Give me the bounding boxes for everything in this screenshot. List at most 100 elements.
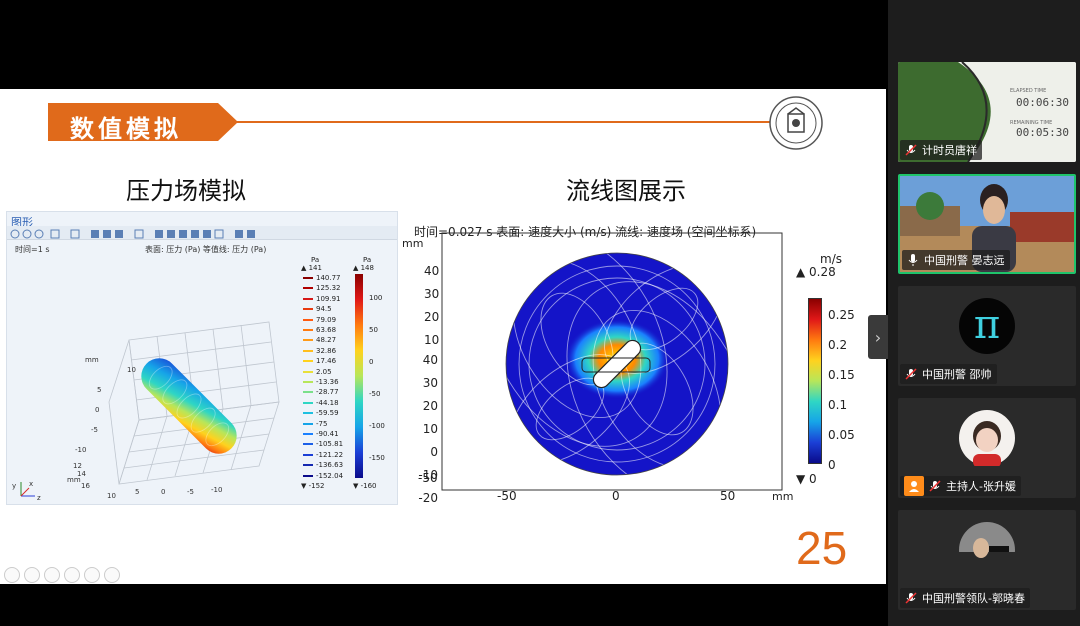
surface-min: ▼ -160 (353, 482, 377, 490)
participant-name-tag: 中国刑警 邵帅 (900, 364, 997, 384)
prev-slide-icon[interactable] (4, 567, 20, 583)
shared-slide: 数值模拟 压力场模拟 流线图展示 图形 (0, 89, 886, 584)
surface-tick: 0 (369, 358, 374, 366)
participant-tile-active[interactable]: 中国刑警 晏志远 (898, 174, 1076, 274)
mic-muted-icon[interactable] (904, 591, 918, 605)
participant-tile[interactable]: 中国刑警领队-郭晓春 (898, 510, 1076, 610)
host-badge-icon (904, 476, 924, 496)
remaining-time: 00:05:30 (1016, 126, 1069, 139)
participant-name-tag: 中国刑警领队-郭晓春 (900, 588, 1030, 608)
contour-level-row: -90.41 (303, 430, 339, 438)
surface-colorbar (355, 274, 363, 478)
mic-muted-icon[interactable] (904, 367, 918, 381)
y-axis-unit: mm (402, 237, 424, 250)
colorbar-min: ▼ 0 (796, 472, 817, 486)
contour-level-row: -13.36 (303, 378, 339, 386)
svg-text:y: y (12, 482, 16, 490)
contour-level-row: -75 (303, 420, 327, 428)
y-tick: -20 (418, 491, 438, 505)
participant-tile[interactable]: ELAPSED TIME 00:06:30 REMAINING TIME 00:… (898, 62, 1076, 162)
mic-icon[interactable] (906, 253, 920, 267)
colorbar-tick: 0.15 (828, 368, 855, 382)
x-tick: -50 (497, 489, 517, 503)
contour-level-row: 63.68 (303, 326, 336, 334)
participant-tile[interactable]: π 中国刑警 邵帅 (898, 286, 1076, 386)
y-tick: 20 (424, 310, 440, 324)
surface-tick: -100 (369, 422, 385, 430)
toolbar-icons[interactable] (7, 227, 257, 241)
y-tick: 20 (423, 399, 438, 413)
colorbar-tick: 0.25 (828, 308, 855, 322)
slide-title: 数值模拟 (70, 115, 182, 143)
participant-name-tag: 主持人-张升媛 (900, 476, 1021, 496)
surface-unit: Pa (363, 256, 372, 264)
velocity-colorbar (808, 298, 822, 464)
y-axis-unit: mm (85, 356, 99, 364)
participant-tile[interactable]: 主持人-张升媛 (898, 398, 1076, 498)
chevron-right-icon: › (874, 327, 882, 347)
contour-level-row: 17.46 (303, 357, 336, 365)
pressure-time-label: 时间=1 s (15, 245, 50, 254)
x-tick: 50 (720, 489, 736, 503)
surface-tick: -150 (369, 454, 385, 462)
collapse-sidebar-button[interactable]: › (868, 315, 888, 359)
pressure-field-panel: 图形 (6, 211, 398, 505)
x-axis-unit: mm (772, 490, 794, 503)
university-seal-icon (769, 96, 823, 150)
pen-icon[interactable] (44, 567, 60, 583)
axis-triad-icon: y z x (12, 480, 41, 502)
y-tick: 5 (97, 386, 101, 394)
mic-muted-icon[interactable] (904, 143, 918, 157)
pressure-subtitle: 表面: 压力 (Pa) 等值线: 压力 (Pa) (145, 245, 267, 254)
zoom-icon[interactable] (84, 567, 100, 583)
x-tick: 0 (161, 488, 165, 496)
x-tick: -5 (187, 488, 194, 496)
avatar (959, 522, 1015, 578)
y-tick: 0 (95, 406, 99, 414)
annotate-icon[interactable] (64, 567, 80, 583)
z-tick: 14 (77, 470, 86, 478)
contour-level-row: 94.5 (303, 305, 332, 313)
contour-level-row: -121.22 (303, 451, 343, 459)
avatar (959, 410, 1015, 466)
contour-level-row: -152.04 (303, 472, 343, 480)
y-tick: -50 (418, 471, 438, 485)
contour-level-row: 79.09 (303, 316, 336, 324)
slide-controls[interactable] (4, 567, 120, 583)
graphics-tab[interactable]: 图形 (11, 216, 33, 229)
contour-level-row: -44.18 (303, 399, 339, 407)
contour-level-row: -28.77 (303, 388, 339, 396)
contour-unit: Pa (311, 256, 320, 264)
avatar: π (959, 298, 1015, 354)
play-icon[interactable] (24, 567, 40, 583)
z-tick: 12 (73, 462, 82, 470)
colorbar-tick: 0.05 (828, 428, 855, 442)
y-tick: -10 (418, 468, 438, 482)
page-number: 25 (796, 522, 848, 574)
title-divider (236, 121, 770, 123)
x-tick: -10 (211, 486, 222, 494)
y-tick: 0 (430, 445, 438, 459)
mic-muted-icon[interactable] (928, 479, 942, 493)
contour-level-row: 140.77 (303, 274, 341, 282)
y-tick: -5 (91, 426, 98, 434)
z-axis-unit: mm (67, 476, 81, 484)
surface-tick: 50 (369, 326, 378, 334)
contour-min: ▼ -152 (301, 482, 325, 490)
colorbar-max: ▲ 0.28 (796, 265, 836, 279)
colorbar-tick: 0.1 (828, 398, 848, 412)
y-tick: -10 (75, 446, 86, 454)
contour-level-row: 48.27 (303, 336, 336, 344)
y-tick: 10 (127, 366, 136, 374)
streamline-header: 时间=0.027 s 表面: 速度大小 (m/s) 流线: 速度场 (空间坐标系… (414, 225, 757, 239)
surface-tick: 100 (369, 294, 383, 302)
more-icon[interactable] (104, 567, 120, 583)
streamline-panel: 时间=0.027 s 表面: 速度大小 (m/s) 流线: 速度场 (空间坐标系… (402, 219, 862, 511)
surface-max: ▲ 148 (353, 264, 374, 272)
y-tick: 30 (423, 376, 438, 390)
contour-max: ▲ 141 (301, 264, 322, 272)
graphics-toolbar[interactable] (7, 226, 397, 240)
contour-level-row: -136.63 (303, 461, 343, 469)
x-tick: 10 (107, 492, 116, 500)
